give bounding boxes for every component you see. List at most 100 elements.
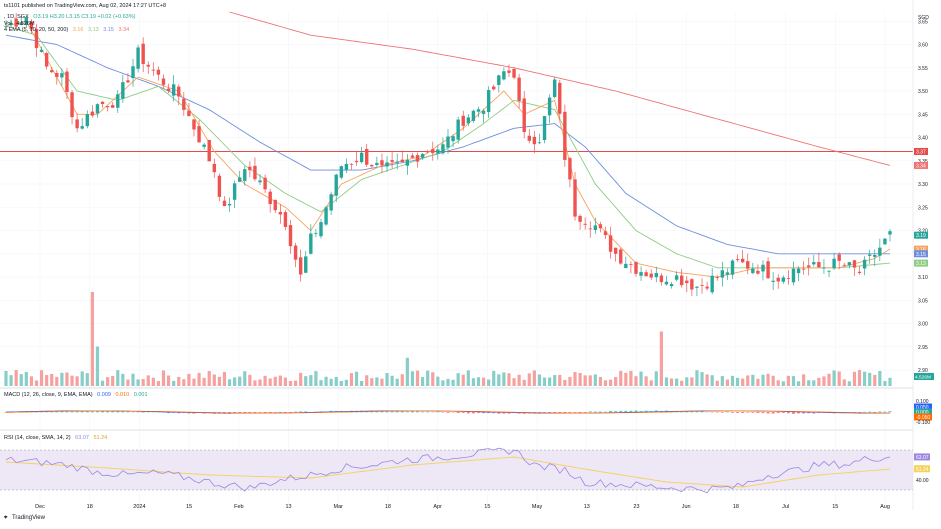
- candle-body: [670, 284, 673, 286]
- volume-bar: [543, 378, 546, 386]
- volume-bar: [431, 372, 434, 386]
- volume-bar: [96, 347, 99, 386]
- macd-histogram-bar: [284, 412, 287, 413]
- candle-body: [568, 158, 571, 179]
- volume-bar: [553, 375, 556, 386]
- tradingview-brand: ⌖ TradingView: [4, 515, 48, 522]
- volume-bar: [406, 358, 409, 386]
- candle-body: [573, 179, 576, 216]
- volume-bar: [639, 372, 642, 386]
- candle-body: [812, 262, 815, 264]
- volume-bar: [45, 375, 48, 386]
- candle-body: [126, 80, 129, 82]
- volume-bar: [451, 380, 454, 386]
- macd-tick-label: -0.100: [916, 420, 930, 426]
- volume-bar: [345, 380, 348, 386]
- macd-histogram-bar: [472, 412, 475, 413]
- candle-body: [843, 265, 846, 266]
- volume-bar: [670, 379, 673, 386]
- volume-bar: [35, 380, 38, 386]
- ema-legend: 4 EMA (5, 10, 20, 50, 200) 3.16 3.13 3.1…: [4, 27, 132, 33]
- volume-bar: [731, 376, 734, 386]
- macd-histogram-bar: [106, 411, 109, 412]
- volume-bar: [9, 375, 12, 386]
- volume-bar: [269, 378, 272, 386]
- volume-bar: [55, 377, 58, 386]
- price-tag-label: 3.37: [916, 150, 926, 156]
- macd-histogram-bar: [868, 412, 871, 413]
- volume-bar: [264, 376, 267, 386]
- candle-body: [548, 98, 551, 116]
- candle-body: [487, 90, 490, 112]
- candle-body: [822, 268, 825, 269]
- candle-body: [136, 47, 139, 68]
- macd-legend: MACD (12, 26, close, 9, EMA, EMA) 0.009 …: [4, 392, 151, 398]
- candle-body: [431, 149, 434, 153]
- volume-bar: [162, 370, 165, 386]
- candle-body: [563, 112, 566, 160]
- volume-bar: [15, 370, 18, 386]
- candle-body: [629, 264, 632, 265]
- candle-body: [751, 269, 754, 274]
- volume-bar: [70, 376, 73, 386]
- candle-body: [777, 278, 780, 282]
- price-tick-label: 3.40: [918, 136, 928, 142]
- volume-bar: [497, 374, 500, 386]
- volume-bar: [121, 374, 124, 386]
- volume-bar: [502, 372, 505, 386]
- candle-body: [65, 72, 68, 92]
- candle-body: [294, 246, 297, 260]
- candle-body: [274, 200, 277, 210]
- volume-bar: [309, 375, 312, 386]
- candle-body: [192, 119, 195, 129]
- volume-bar: [116, 370, 119, 386]
- volume-bar: [634, 376, 637, 386]
- candle-body: [883, 239, 886, 245]
- volume-bar: [741, 379, 744, 386]
- candle-body: [888, 231, 891, 234]
- macd-histogram-bar: [731, 412, 734, 413]
- volume-bar: [208, 371, 211, 386]
- volume-bar: [152, 378, 155, 386]
- volume-bar: [324, 377, 327, 386]
- volume-bar: [330, 379, 333, 386]
- volume-bar: [772, 376, 775, 386]
- macd-histogram-bar: [259, 412, 262, 413]
- volume-bar: [274, 377, 277, 386]
- candle-body: [497, 75, 500, 85]
- time-tick-label: Mar: [333, 504, 343, 510]
- volume-bar: [706, 374, 709, 386]
- candle-body: [81, 126, 84, 129]
- candle-body: [675, 275, 678, 279]
- candle-body: [309, 234, 312, 254]
- candle-body: [258, 180, 261, 182]
- candle-body: [228, 204, 231, 205]
- candle-body: [172, 84, 175, 95]
- macd-histogram-bar: [614, 411, 617, 412]
- candle-body: [853, 260, 856, 267]
- candle-body: [482, 111, 485, 114]
- time-tick-label: 23: [633, 504, 639, 510]
- volume-bar: [4, 371, 7, 386]
- volume-bar: [802, 374, 805, 386]
- candle-body: [741, 259, 744, 263]
- candle-body: [141, 44, 144, 64]
- candle-body: [695, 287, 698, 288]
- candle-body: [827, 271, 830, 272]
- volume-bar: [848, 381, 851, 386]
- candle-body: [197, 126, 200, 142]
- candle-body: [594, 225, 597, 230]
- volume-bar: [675, 379, 678, 386]
- macd-histogram-bar: [721, 412, 724, 413]
- candle-body: [101, 102, 104, 104]
- candle-body: [782, 277, 785, 281]
- candle-body: [416, 155, 419, 162]
- candle-body: [792, 269, 795, 283]
- time-tick-label: 15: [186, 504, 192, 510]
- currency-label: SGD: [918, 15, 929, 21]
- macd-histogram-bar: [457, 412, 460, 413]
- candle-body: [319, 222, 322, 236]
- candle-body: [848, 262, 851, 265]
- candle-body: [467, 117, 470, 123]
- volume-bar: [777, 380, 780, 386]
